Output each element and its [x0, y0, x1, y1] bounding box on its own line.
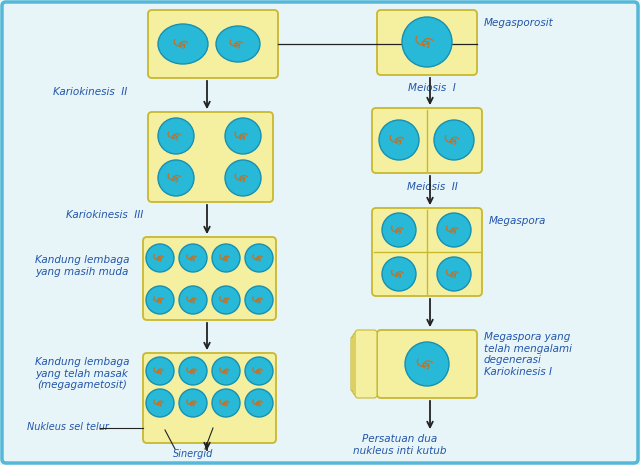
Circle shape — [245, 244, 273, 272]
Circle shape — [245, 357, 273, 385]
Circle shape — [146, 357, 174, 385]
FancyBboxPatch shape — [148, 10, 278, 78]
Circle shape — [179, 389, 207, 417]
Circle shape — [146, 244, 174, 272]
Text: Kandung lembaga
yang masih muda: Kandung lembaga yang masih muda — [35, 255, 129, 277]
Circle shape — [179, 244, 207, 272]
Circle shape — [212, 244, 240, 272]
FancyBboxPatch shape — [372, 208, 482, 296]
Circle shape — [225, 160, 261, 196]
Text: Kariokinesis  II: Kariokinesis II — [53, 87, 127, 97]
FancyBboxPatch shape — [355, 330, 377, 398]
Text: Kariokinesis  III: Kariokinesis III — [67, 210, 143, 220]
Circle shape — [212, 389, 240, 417]
Circle shape — [245, 286, 273, 314]
Text: Megaspora: Megaspora — [489, 216, 547, 226]
FancyBboxPatch shape — [143, 237, 276, 320]
FancyBboxPatch shape — [148, 112, 273, 202]
FancyBboxPatch shape — [377, 10, 477, 75]
Text: Megaspora yang
telah mengalami
degenerasi
Kariokinesis I: Megaspora yang telah mengalami degeneras… — [484, 332, 572, 377]
Ellipse shape — [216, 26, 260, 62]
Circle shape — [437, 213, 471, 247]
Circle shape — [379, 120, 419, 160]
Circle shape — [245, 389, 273, 417]
Text: Persatuan dua
nukleus inti kutub: Persatuan dua nukleus inti kutub — [353, 434, 447, 456]
Circle shape — [179, 357, 207, 385]
Circle shape — [158, 118, 194, 154]
Circle shape — [434, 120, 474, 160]
Circle shape — [212, 357, 240, 385]
Text: Meiosis  II: Meiosis II — [406, 182, 458, 192]
Text: Megasporosit: Megasporosit — [484, 18, 554, 28]
Circle shape — [225, 118, 261, 154]
Circle shape — [437, 257, 471, 291]
FancyBboxPatch shape — [353, 333, 375, 395]
Circle shape — [382, 213, 416, 247]
Circle shape — [146, 389, 174, 417]
Circle shape — [179, 286, 207, 314]
Text: Meiosis  I: Meiosis I — [408, 83, 456, 93]
Circle shape — [405, 342, 449, 386]
FancyBboxPatch shape — [143, 353, 276, 443]
Circle shape — [212, 286, 240, 314]
Ellipse shape — [158, 24, 208, 64]
FancyBboxPatch shape — [351, 336, 373, 392]
Circle shape — [158, 160, 194, 196]
Text: Kandung lembaga
yang telah masak
(megagametosit): Kandung lembaga yang telah masak (megaga… — [35, 357, 129, 390]
Text: Sinergid: Sinergid — [173, 449, 213, 459]
Text: Nukleus sel telur: Nukleus sel telur — [27, 422, 109, 432]
FancyBboxPatch shape — [372, 108, 482, 173]
FancyBboxPatch shape — [377, 330, 477, 398]
Circle shape — [146, 286, 174, 314]
Circle shape — [402, 17, 452, 67]
Circle shape — [382, 257, 416, 291]
